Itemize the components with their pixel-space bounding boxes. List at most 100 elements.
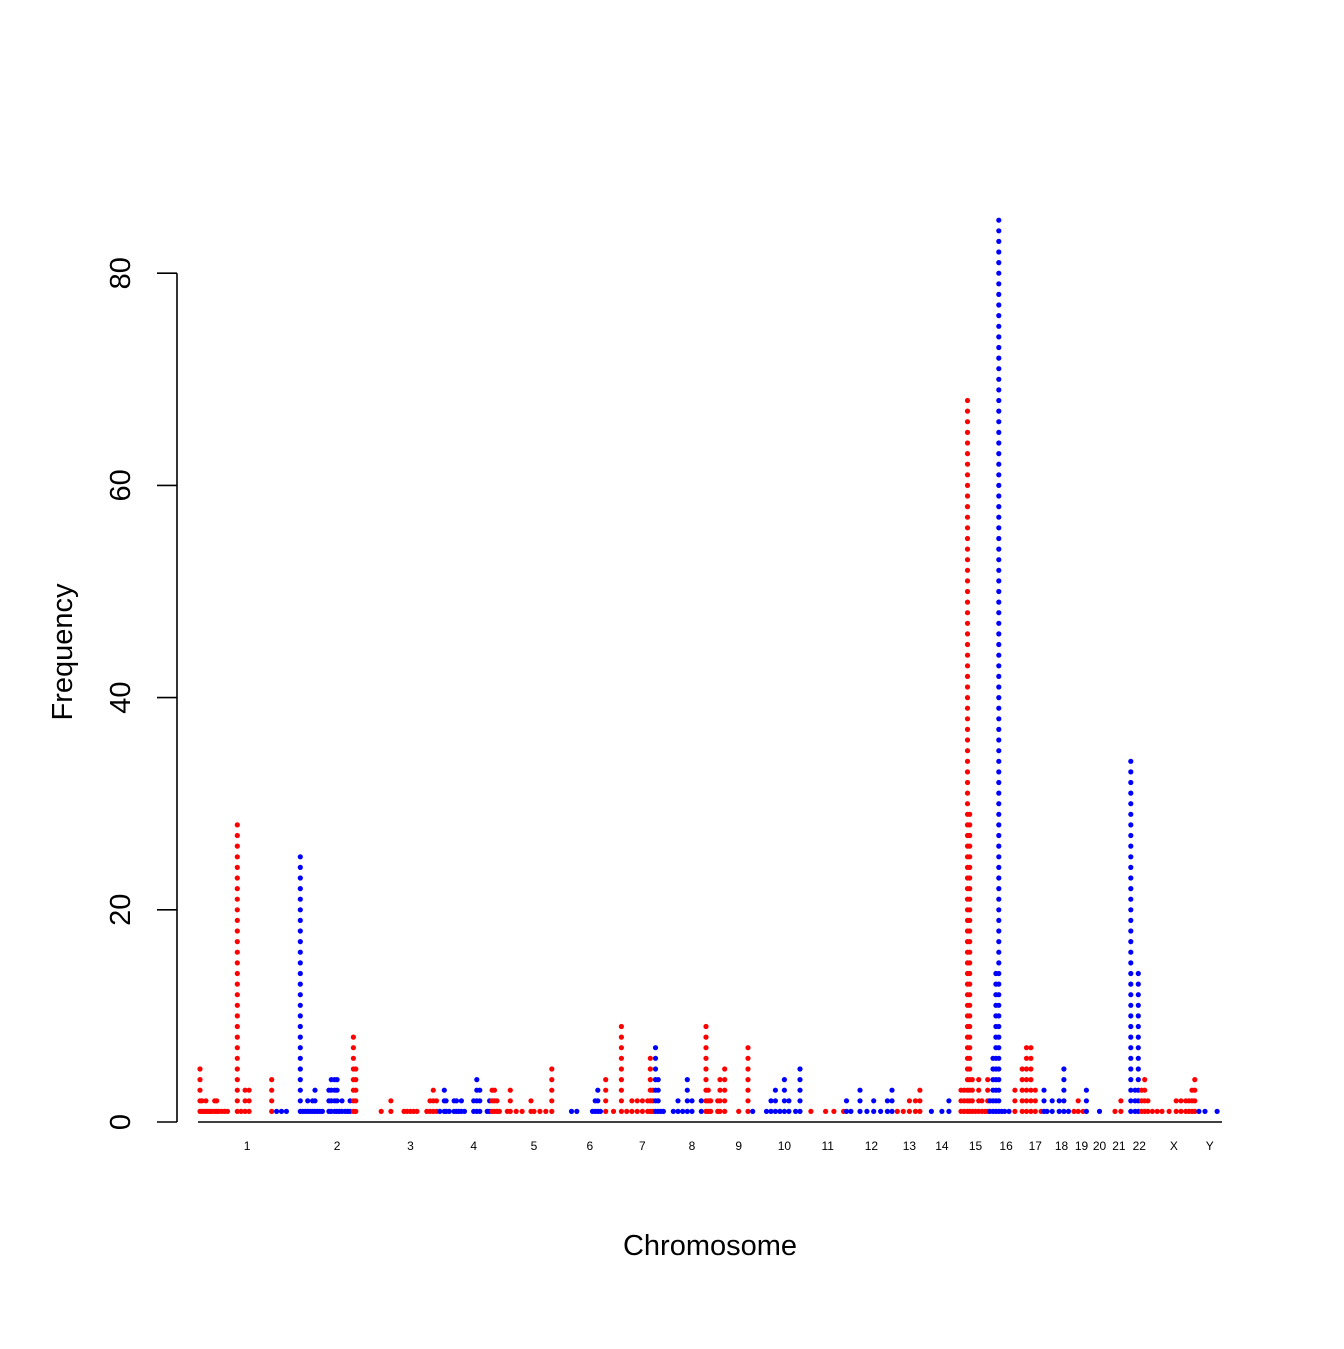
data-point <box>1128 1066 1134 1072</box>
data-point <box>1041 1087 1047 1093</box>
data-point <box>297 1066 303 1072</box>
data-point <box>964 397 971 404</box>
data-point <box>703 1066 709 1072</box>
frequency-column <box>781 1077 788 1114</box>
data-point <box>967 992 973 998</box>
data-point <box>1019 1066 1025 1072</box>
data-point <box>848 1108 854 1114</box>
data-point <box>1028 1077 1034 1083</box>
data-point <box>430 1087 436 1093</box>
data-point <box>1128 1023 1134 1030</box>
data-point <box>491 1087 498 1093</box>
data-point <box>246 1098 252 1104</box>
data-point <box>1214 1108 1220 1114</box>
frequency-column <box>1192 1077 1198 1114</box>
frequency-column <box>900 1108 906 1114</box>
data-point <box>967 1002 973 1008</box>
data-point <box>996 695 1002 701</box>
data-point <box>996 886 1002 892</box>
frequency-column <box>1061 1066 1067 1114</box>
data-point <box>964 695 971 701</box>
data-point <box>1028 1098 1034 1104</box>
data-point <box>618 1108 625 1114</box>
frequency-column <box>574 1108 580 1114</box>
data-point <box>969 1098 975 1104</box>
data-point <box>964 620 971 626</box>
data-point <box>618 1023 625 1030</box>
data-point <box>996 599 1002 605</box>
data-point <box>736 1108 742 1114</box>
data-point <box>996 355 1002 361</box>
data-point <box>684 1077 690 1083</box>
frequency-column <box>939 1108 945 1114</box>
data-point <box>278 1108 285 1114</box>
data-point <box>214 1098 220 1104</box>
data-point <box>1049 1098 1055 1104</box>
data-point <box>996 1098 1002 1104</box>
frequency-column <box>917 1087 923 1114</box>
data-point <box>889 1098 895 1104</box>
data-point <box>969 1077 975 1083</box>
data-point <box>1128 992 1134 998</box>
data-point <box>647 1077 653 1083</box>
data-point <box>1075 1098 1081 1104</box>
data-point <box>1049 1108 1055 1114</box>
data-point <box>996 281 1002 287</box>
frequency-column <box>736 1108 742 1114</box>
data-point <box>996 620 1002 626</box>
data-point <box>964 801 971 807</box>
data-point <box>1166 1108 1172 1114</box>
data-point <box>703 1023 709 1030</box>
data-point <box>684 1087 690 1093</box>
data-point <box>1128 949 1134 955</box>
frequency-column <box>1178 1098 1184 1114</box>
data-point <box>537 1108 543 1114</box>
frequency-column <box>1149 1108 1155 1114</box>
data-point <box>234 960 240 966</box>
data-point <box>234 1098 240 1104</box>
data-point <box>967 864 973 871</box>
frequency-column <box>823 1108 829 1114</box>
data-point <box>967 896 973 902</box>
frequency-column <box>224 1108 231 1114</box>
data-point <box>684 1098 690 1104</box>
frequency-column <box>1075 1098 1081 1114</box>
data-point <box>964 684 971 690</box>
data-point <box>996 1066 1002 1072</box>
data-point <box>967 1034 973 1040</box>
data-point <box>996 917 1002 924</box>
frequency-column <box>967 811 973 1114</box>
data-point <box>350 1045 356 1051</box>
data-point <box>549 1066 555 1072</box>
frequency-column <box>378 1108 384 1114</box>
frequency-column <box>1083 1087 1089 1114</box>
data-point <box>996 461 1002 467</box>
data-point <box>1096 1108 1103 1114</box>
data-point <box>297 854 303 860</box>
data-point <box>1028 1108 1034 1114</box>
data-point <box>843 1098 850 1104</box>
data-point <box>297 1023 303 1030</box>
data-point <box>1192 1108 1198 1114</box>
data-point <box>884 1108 891 1114</box>
data-point <box>772 1087 779 1093</box>
data-point <box>1142 1087 1148 1093</box>
data-point <box>797 1077 803 1083</box>
x-tick-label: 19 <box>1075 1139 1089 1153</box>
data-point <box>906 1098 913 1104</box>
data-point <box>339 1098 345 1104</box>
data-point <box>781 1098 788 1104</box>
data-point <box>603 1098 609 1104</box>
data-point <box>234 992 240 998</box>
data-point <box>996 811 1002 817</box>
frequency-column <box>1028 1045 1034 1114</box>
data-point <box>1075 1108 1081 1114</box>
data-point <box>334 1098 340 1104</box>
data-point <box>964 546 971 552</box>
x-tick-label: 11 <box>821 1139 834 1153</box>
data-point <box>197 1066 203 1072</box>
data-point <box>297 1077 303 1083</box>
data-point <box>843 1108 850 1114</box>
data-point <box>996 525 1002 531</box>
